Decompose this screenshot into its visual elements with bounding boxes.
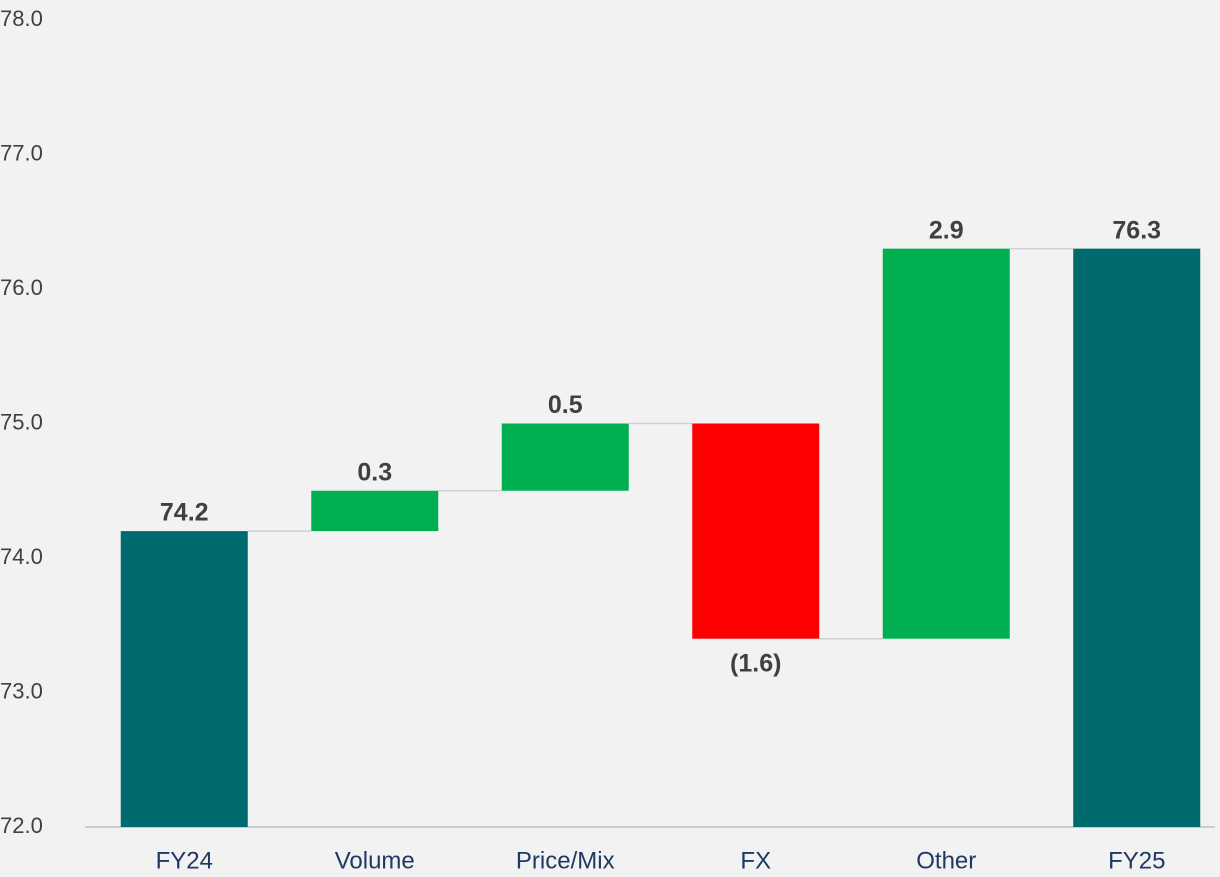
- value-label: 76.3: [1112, 216, 1161, 244]
- x-tick-label: FX: [740, 847, 771, 874]
- y-tick-label: 78.0: [0, 6, 43, 31]
- value-label: (1.6): [730, 649, 781, 677]
- x-tick-label: Other: [916, 847, 976, 874]
- bar: [692, 423, 820, 639]
- x-tick-label: FY25: [1108, 847, 1165, 874]
- bar: [501, 423, 629, 491]
- x-tick-label: Price/Mix: [516, 847, 615, 874]
- value-label: 0.3: [357, 458, 392, 486]
- bar: [120, 531, 248, 827]
- value-label: 0.5: [548, 391, 583, 419]
- y-tick-label: 76.0: [0, 275, 43, 300]
- bar: [882, 248, 1010, 639]
- y-tick-label: 74.0: [0, 544, 43, 569]
- y-tick-label: 72.0: [0, 813, 43, 838]
- bar: [1073, 248, 1201, 827]
- y-tick-label: 73.0: [0, 678, 43, 703]
- x-tick-label: Volume: [335, 847, 415, 874]
- bar: [311, 490, 439, 532]
- x-tick-label: FY24: [156, 847, 213, 874]
- value-label: 2.9: [929, 216, 964, 244]
- value-label: 74.2: [160, 499, 209, 527]
- y-tick-label: 77.0: [0, 140, 43, 165]
- y-tick-label: 75.0: [0, 409, 43, 434]
